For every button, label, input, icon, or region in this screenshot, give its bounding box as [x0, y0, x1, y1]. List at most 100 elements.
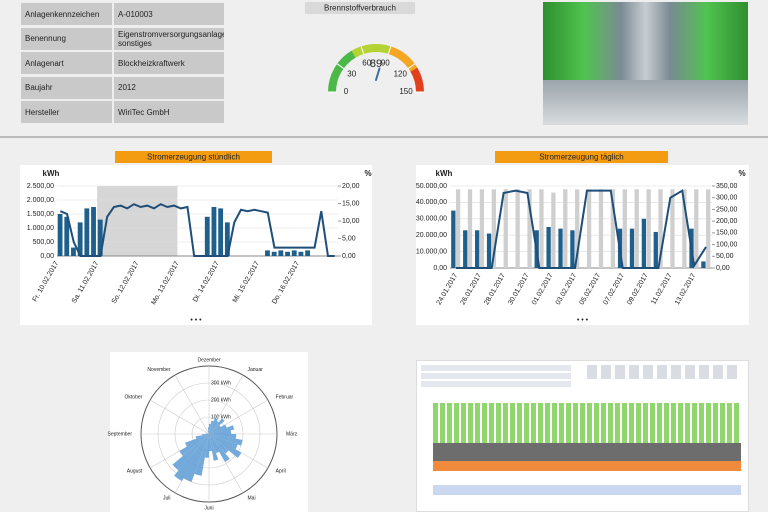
thumb-navigator [433, 485, 741, 495]
y-axis-label: kWh [43, 169, 60, 178]
gauge-tick-label: 60 [362, 59, 371, 68]
bar [546, 227, 551, 268]
rose-petal [208, 432, 209, 434]
bar [527, 189, 532, 268]
y-tick-label: 1.000,00 [27, 225, 54, 232]
y-tick-label: 20.000,00 [416, 232, 447, 239]
bar [706, 189, 711, 268]
y2-tick-label: 20,00 [342, 183, 360, 190]
y2-tick-label: 250,00 [716, 206, 738, 213]
rose-petal [209, 418, 225, 434]
chart-title-bar [495, 151, 668, 163]
line-series [59, 203, 335, 257]
rose-petal [209, 434, 212, 451]
y2-axis-label: % [364, 169, 371, 178]
y-tick-label: 1.500,00 [27, 211, 54, 218]
bar [575, 189, 580, 268]
bar [291, 250, 297, 256]
chart-thumbnail [416, 360, 749, 512]
y2-tick-label: 10,00 [342, 218, 360, 225]
month-label: Oktober [125, 394, 143, 400]
rose-petal [209, 434, 230, 462]
rose-petal [209, 434, 243, 446]
month-label: September [108, 431, 133, 437]
polar-spoke [149, 399, 210, 435]
bar [204, 216, 210, 256]
rose-petal [209, 423, 211, 434]
rose-petal [174, 434, 209, 482]
bar [57, 214, 63, 256]
thumb-orange [433, 461, 741, 471]
y-tick-label: 10.000,00 [416, 248, 447, 255]
bar [701, 261, 706, 268]
gauge-tick-label: 90 [381, 59, 390, 68]
rose-petal [172, 434, 209, 471]
month-label: April [276, 468, 286, 474]
bar [658, 189, 663, 268]
y2-axis-label: % [738, 169, 745, 178]
bar [91, 207, 96, 256]
rose-petal [209, 434, 219, 461]
rose-petal [179, 434, 209, 456]
rose-petal [183, 434, 209, 482]
bar [463, 230, 468, 268]
y2-tick-label: 150,00 [716, 230, 738, 237]
thumb-toolbar [421, 365, 571, 387]
rose-petal [209, 424, 227, 434]
weekend-shade [97, 186, 178, 256]
more-indicator: • • • [577, 317, 589, 324]
y2-tick-label: 100,00 [716, 241, 738, 248]
info-value: A-010003 [113, 2, 225, 26]
rose-petal [209, 418, 218, 434]
rose-petal [209, 434, 237, 439]
month-label: Dezember [197, 357, 220, 363]
bar [634, 189, 639, 268]
y2-tick-label: 200,00 [716, 218, 738, 225]
y2-tick-label: 0,00 [716, 265, 730, 272]
month-label: Juli [163, 495, 171, 501]
month-label: August [127, 468, 143, 474]
gauge-title-bar [305, 2, 415, 14]
bar [265, 250, 270, 256]
rose-petal [209, 425, 235, 434]
gauge-band [328, 50, 356, 93]
rose-petal [207, 433, 209, 434]
info-label: Anlagenkennzeichen [20, 2, 113, 26]
thumb-grey [433, 443, 741, 461]
rose-petal [205, 433, 209, 434]
bar [479, 189, 485, 268]
month-label: Juni [204, 505, 213, 511]
bar [503, 189, 508, 268]
gauge-value: 89 [370, 58, 382, 70]
y-axis-label: kWh [436, 169, 453, 178]
rose-petal [209, 434, 229, 454]
info-value: 2012 [113, 75, 225, 100]
bar [586, 189, 592, 268]
bar [285, 251, 290, 256]
bar [475, 230, 480, 268]
info-value: Blockheizkraftwerk [113, 51, 225, 76]
bar [486, 233, 492, 268]
bar [629, 228, 635, 268]
chart-title-bar [115, 151, 272, 163]
bar [570, 230, 575, 268]
bar [84, 208, 90, 256]
bar [305, 250, 311, 256]
rose-petal [194, 434, 209, 476]
rose-petal [209, 434, 242, 459]
y2-tick-label: 300,00 [716, 195, 738, 202]
bar [211, 207, 217, 256]
bar [558, 228, 563, 268]
info-value: WiriTec GmbH [113, 100, 225, 125]
bar [271, 251, 277, 256]
y-tick-label: 30.000,00 [416, 216, 447, 223]
chart-title: Stromerzeugung stündlich [147, 153, 240, 162]
y2-tick-label: 50,00 [716, 253, 734, 260]
bar [71, 247, 76, 256]
bar [670, 189, 675, 268]
y-tick-label: 2.000,00 [27, 197, 54, 204]
y-tick-label: 0,00 [433, 265, 447, 272]
y-tick-label: 2.500,00 [27, 183, 54, 190]
